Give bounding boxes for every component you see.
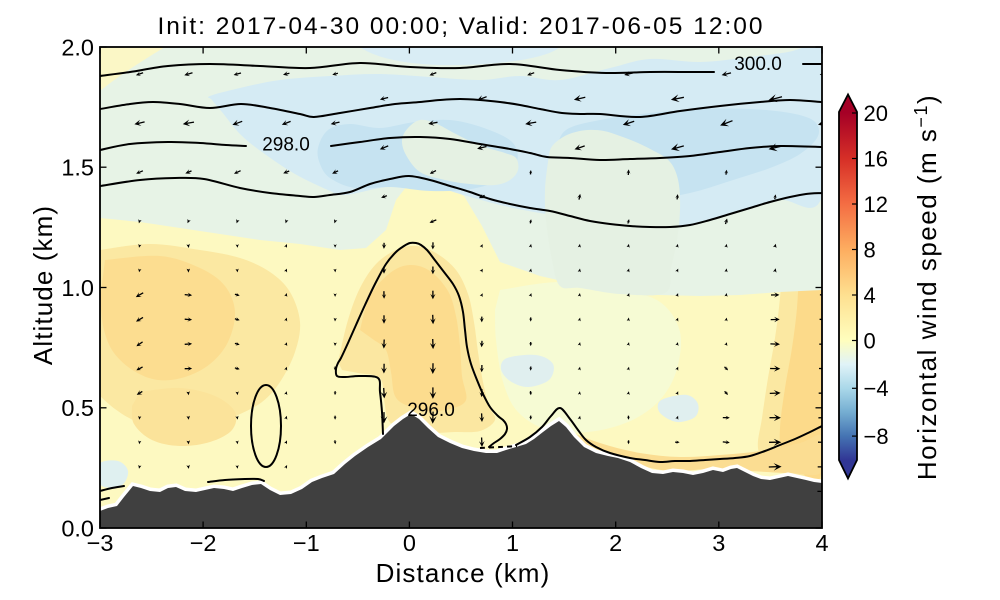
svg-text:Init: 2017-04-30 00:00; Valid:: Init: 2017-04-30 00:00; Valid: 2017-06-0… xyxy=(157,13,764,40)
svg-text:0.0: 0.0 xyxy=(61,515,94,541)
svg-text:4: 4 xyxy=(815,530,828,556)
svg-text:300.0: 300.0 xyxy=(734,54,782,75)
svg-text:16: 16 xyxy=(864,146,888,171)
svg-text:296.0: 296.0 xyxy=(407,400,455,421)
svg-text:0: 0 xyxy=(403,530,416,556)
svg-text:−8: −8 xyxy=(864,424,889,449)
svg-text:Altitude (km): Altitude (km) xyxy=(28,205,58,365)
svg-text:20: 20 xyxy=(864,101,888,126)
svg-text:3: 3 xyxy=(712,530,725,556)
svg-text:0: 0 xyxy=(864,328,876,353)
svg-text:1: 1 xyxy=(506,530,519,556)
svg-text:298.0: 298.0 xyxy=(262,135,310,156)
svg-text:4: 4 xyxy=(864,283,876,308)
svg-text:−2: −2 xyxy=(190,530,217,556)
svg-text:2.0: 2.0 xyxy=(61,34,94,60)
svg-text:0.5: 0.5 xyxy=(61,395,94,421)
svg-text:12: 12 xyxy=(864,192,888,217)
svg-text:2: 2 xyxy=(609,530,622,556)
svg-text:8: 8 xyxy=(864,237,876,262)
svg-text:Horizontal wind speed (m s−1): Horizontal wind speed (m s−1) xyxy=(911,94,942,480)
svg-text:−4: −4 xyxy=(864,376,889,401)
svg-text:1.5: 1.5 xyxy=(61,155,94,181)
svg-text:1.0: 1.0 xyxy=(61,275,94,301)
svg-text:−3: −3 xyxy=(87,530,114,556)
svg-text:Distance (km): Distance (km) xyxy=(376,558,551,588)
svg-text:−1: −1 xyxy=(293,530,320,556)
